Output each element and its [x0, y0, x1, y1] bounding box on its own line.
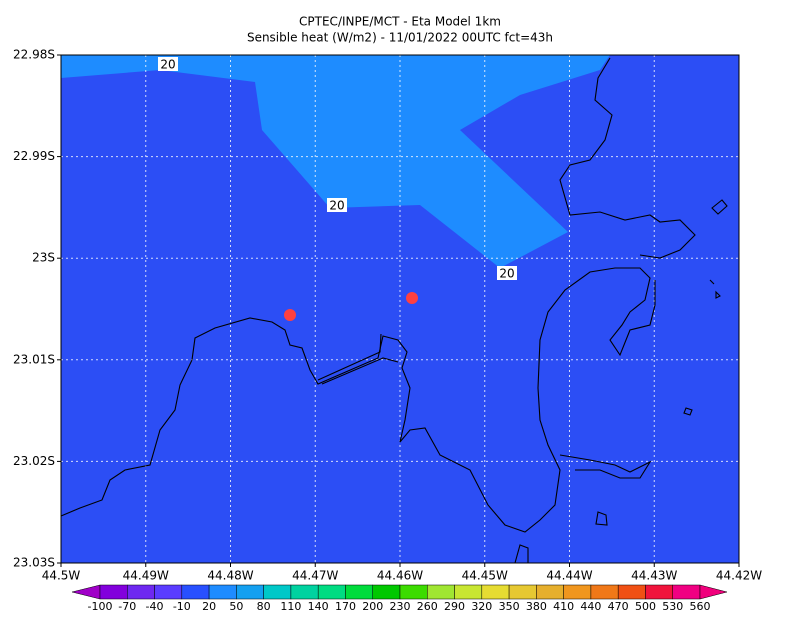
coast-path: [711, 199, 728, 215]
colorbar-swatch: [672, 584, 701, 600]
colorbar-swatch: [290, 584, 319, 600]
colorbar-label: -40: [146, 600, 164, 613]
coast-path: [60, 267, 656, 533]
coast-path: [559, 454, 652, 479]
x-tick-label: 44.44W: [546, 569, 592, 583]
title: CPTEC/INPE/MCT - Eta Model 1km: [299, 15, 501, 29]
subtitle: Sensible heat (W/m2) - 11/01/2022 00UTC …: [247, 31, 553, 45]
colorbar-swatch: [181, 584, 210, 600]
contour-label: 20: [499, 267, 514, 281]
colorbar-label: 440: [580, 600, 601, 613]
x-tick-label: 44.43W: [631, 569, 677, 583]
colorbar-label: 350: [499, 600, 520, 613]
colorbar-label: -10: [173, 600, 191, 613]
colorbar-swatch: [236, 584, 264, 600]
colorbar-label: 530: [662, 600, 683, 613]
colorbar-label: 560: [690, 600, 711, 613]
colorbar-label: 170: [335, 600, 356, 613]
colorbar-label: 140: [308, 600, 329, 613]
y-tick-label: 23.01S: [13, 352, 55, 366]
coast-path: [559, 57, 696, 259]
colorbar-swatch: [208, 584, 237, 600]
contour-label: 20: [329, 199, 344, 213]
coast-path: [317, 333, 399, 385]
contour-label-box: [497, 266, 517, 280]
x-tick-label: 44.48W: [207, 569, 253, 583]
colorbar-label: 470: [608, 600, 629, 613]
colorbar-swatch: [345, 584, 373, 600]
coast-path: [514, 544, 529, 564]
colorbar-label: 260: [417, 600, 438, 613]
x-tick-label: 44.49W: [123, 569, 169, 583]
colorbar-swatch: [454, 584, 483, 600]
colorbar-swatch: [399, 584, 428, 600]
colorbar-swatch: [481, 584, 510, 600]
x-tick-label: 44.46W: [377, 569, 423, 583]
grid: [61, 55, 739, 563]
colorbar-label: 500: [635, 600, 656, 613]
colorbar-end: [699, 584, 728, 600]
colorbar-swatch: [508, 584, 537, 600]
colorbar-label: -100: [88, 600, 113, 613]
y-tick-label: 22.99S: [13, 149, 55, 163]
colorbar-swatch: [317, 584, 346, 600]
colorbar-swatch: [372, 584, 401, 600]
colorbar-label: 320: [471, 600, 492, 613]
station-marker: [406, 292, 418, 304]
colorbar-label: 230: [390, 600, 411, 613]
colorbar-label: 80: [257, 600, 271, 613]
y-tick-label: 23.03S: [13, 556, 55, 570]
contour-label: 20: [160, 58, 175, 72]
colorbar-end: [71, 584, 101, 600]
colorbar-swatch: [99, 584, 128, 600]
coastline: [60, 57, 728, 564]
colorbar: -100 -70 -40 -10 20 50 80 110 140 170 200 230 260 290…: [71, 584, 728, 613]
x-tick-label: 44.45W: [462, 569, 508, 583]
coast-path: [683, 279, 721, 416]
colorbar-swatch: [127, 584, 155, 600]
y-tick-label: 23.02S: [13, 454, 55, 468]
colorbar-label: 380: [526, 600, 547, 613]
colorbar-label: 50: [229, 600, 243, 613]
colorbar-label: 290: [444, 600, 465, 613]
field-region: [61, 55, 610, 268]
colorbar-label: -70: [118, 600, 136, 613]
colorbar-swatch: [645, 584, 673, 600]
y-tick-label: 23S: [32, 251, 55, 265]
colorbar-label: 200: [362, 600, 383, 613]
colorbar-label: 110: [280, 600, 301, 613]
colorbar-swatch: [617, 584, 646, 600]
colorbar-swatch: [154, 584, 183, 600]
colorbar-swatch: [536, 584, 564, 600]
station-marker: [284, 309, 296, 321]
contour-label-box: [158, 57, 178, 71]
x-tick-label: 44.42W: [716, 569, 762, 583]
x-tick-label: 44.47W: [292, 569, 338, 583]
x-tick-label: 44.5W: [42, 569, 81, 583]
colorbar-swatch: [427, 584, 455, 600]
coast-path: [595, 511, 608, 526]
contour-label-box: [327, 198, 347, 212]
colorbar-swatch: [590, 584, 619, 600]
colorbar-swatch: [563, 584, 592, 600]
colorbar-label: 20: [202, 600, 216, 613]
colorbar-swatch: [263, 584, 292, 600]
colorbar-label: 410: [553, 600, 574, 613]
contour-labels: 20 20 20: [158, 57, 517, 281]
y-tick-label: 22.98S: [13, 48, 55, 62]
